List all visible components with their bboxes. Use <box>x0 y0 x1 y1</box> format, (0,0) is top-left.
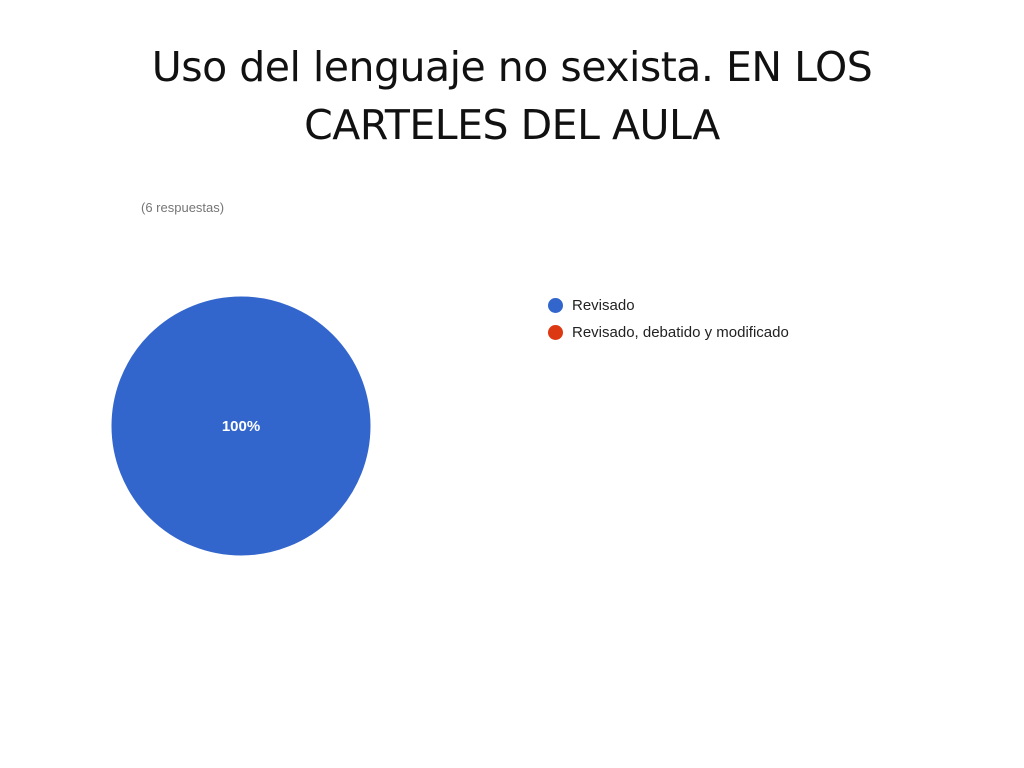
legend-label: Revisado <box>572 297 635 314</box>
legend-label: Revisado, debatido y modificado <box>572 324 789 341</box>
slide-title: Uso del lenguaje no sexista. EN LOS CART… <box>151 43 873 149</box>
legend-swatch <box>548 325 563 340</box>
legend-item[interactable]: Revisado, debatido y modificado <box>548 319 789 346</box>
pie-data-label: 100% <box>222 418 260 435</box>
responses-count: (6 respuestas) <box>141 200 225 215</box>
legend-item[interactable]: Revisado <box>548 292 789 319</box>
chart-legend: Revisado Revisado, debatido y modificado <box>548 292 789 346</box>
legend-swatch <box>548 298 563 313</box>
pie-chart: 100% <box>110 295 372 557</box>
pie-slice-revisado[interactable] <box>110 295 372 557</box>
